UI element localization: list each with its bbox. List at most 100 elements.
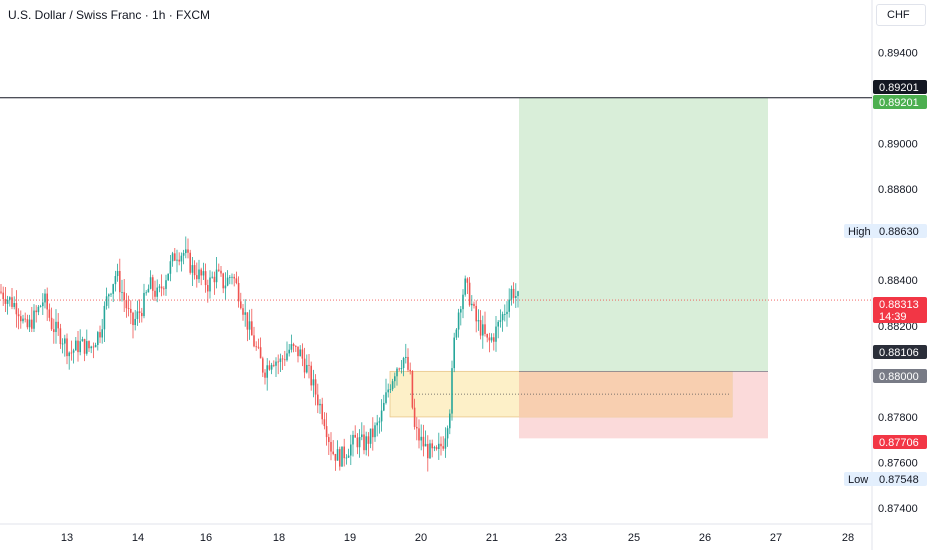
candles xyxy=(0,236,519,472)
candle-196 xyxy=(431,439,433,458)
candle-9 xyxy=(20,310,22,329)
candle-207 xyxy=(455,327,458,341)
candle-186 xyxy=(409,362,411,375)
candle-144 xyxy=(317,383,319,414)
candle-103 xyxy=(226,270,229,287)
candle-126 xyxy=(277,354,279,375)
candle-210 xyxy=(462,289,464,319)
candle-117 xyxy=(257,338,260,350)
candle-40 xyxy=(88,340,90,353)
candle-60 xyxy=(132,311,134,339)
candle-66 xyxy=(145,290,147,296)
time-axis[interactable]: 13 14 16 18 19 20 21 23 25 26 27 28 xyxy=(61,532,854,544)
candle-221 xyxy=(486,333,488,343)
candle-20 xyxy=(44,289,46,309)
price-tick-7: 0.87400 xyxy=(878,503,918,515)
candle-201 xyxy=(442,436,444,451)
candle-214 xyxy=(471,295,473,312)
candle-5 xyxy=(11,288,13,310)
candle-234 xyxy=(515,283,517,308)
svg-text:0.88106: 0.88106 xyxy=(879,347,919,359)
candle-35 xyxy=(77,330,79,362)
candle-77 xyxy=(169,255,172,282)
candle-148 xyxy=(325,412,328,446)
candle-55 xyxy=(121,279,123,302)
candle-195 xyxy=(429,439,431,459)
target-tag: 0.89201 xyxy=(873,95,927,109)
candle-120 xyxy=(264,369,266,385)
candle-76 xyxy=(167,273,169,282)
candle-18 xyxy=(39,304,42,308)
price-axis[interactable]: 0.89400 0.89000 0.88800 0.88400 0.88200 0.878… xyxy=(878,47,918,515)
candle-65 xyxy=(143,283,145,319)
candle-110 xyxy=(242,304,244,321)
candle-141 xyxy=(310,361,312,391)
currency-button[interactable]: CHF xyxy=(876,4,926,26)
candle-48 xyxy=(105,287,108,310)
candle-102 xyxy=(224,272,227,300)
candle-8 xyxy=(17,308,20,330)
position-zones xyxy=(389,97,768,439)
candle-187 xyxy=(411,370,414,410)
time-tick-5: 20 xyxy=(415,532,427,544)
candle-145 xyxy=(319,399,321,414)
candle-38 xyxy=(83,338,86,362)
candle-138 xyxy=(303,347,306,379)
svg-text:Low: Low xyxy=(848,474,868,486)
candle-2 xyxy=(4,287,7,312)
candle-111 xyxy=(244,299,246,327)
candle-44 xyxy=(97,330,99,351)
candle-56 xyxy=(123,278,125,313)
candle-54 xyxy=(119,258,121,302)
candle-167 xyxy=(367,432,370,457)
candle-34 xyxy=(75,337,77,351)
candle-166 xyxy=(365,431,367,456)
candle-28 xyxy=(61,338,64,354)
candle-127 xyxy=(279,353,282,373)
candle-137 xyxy=(301,343,304,367)
candle-155 xyxy=(341,446,343,467)
candle-19 xyxy=(42,293,44,315)
candle-219 xyxy=(482,315,484,349)
candle-13 xyxy=(28,314,31,333)
svg-text:0.88313: 0.88313 xyxy=(879,299,919,311)
candle-15 xyxy=(33,304,35,332)
candle-227 xyxy=(499,309,502,328)
candle-62 xyxy=(136,300,139,326)
profit-zone[interactable] xyxy=(519,97,768,372)
candle-82 xyxy=(180,252,183,272)
candle-169 xyxy=(372,417,374,451)
candle-52 xyxy=(114,270,117,292)
candle-21 xyxy=(46,287,48,321)
candle-49 xyxy=(108,293,110,309)
candle-74 xyxy=(163,286,165,296)
candle-71 xyxy=(156,279,158,303)
candle-208 xyxy=(457,308,460,338)
candle-53 xyxy=(116,263,119,282)
candle-58 xyxy=(127,295,130,317)
candle-179 xyxy=(394,372,396,388)
candle-132 xyxy=(290,334,293,353)
candle-97 xyxy=(213,271,216,295)
candle-173 xyxy=(380,399,383,432)
candle-194 xyxy=(427,435,429,472)
candle-81 xyxy=(178,252,180,266)
candle-213 xyxy=(468,277,471,307)
price-tick-4: 0.88200 xyxy=(878,321,918,333)
entry-tag: 0.88000 xyxy=(873,369,927,383)
candle-118 xyxy=(259,337,262,359)
time-tick-9: 26 xyxy=(699,532,711,544)
candle-183 xyxy=(402,356,405,377)
candle-88 xyxy=(193,260,196,280)
candle-41 xyxy=(90,345,92,354)
candle-151 xyxy=(332,440,334,456)
svg-text:0.88630: 0.88630 xyxy=(879,226,919,238)
candle-115 xyxy=(253,326,255,348)
candle-68 xyxy=(149,270,152,290)
candle-107 xyxy=(235,271,238,285)
candle-98 xyxy=(215,256,218,289)
candle-37 xyxy=(81,336,84,342)
chart-title: U.S. Dollar / Swiss Franc · 1h · FXCM xyxy=(8,8,211,22)
candle-17 xyxy=(37,304,40,316)
